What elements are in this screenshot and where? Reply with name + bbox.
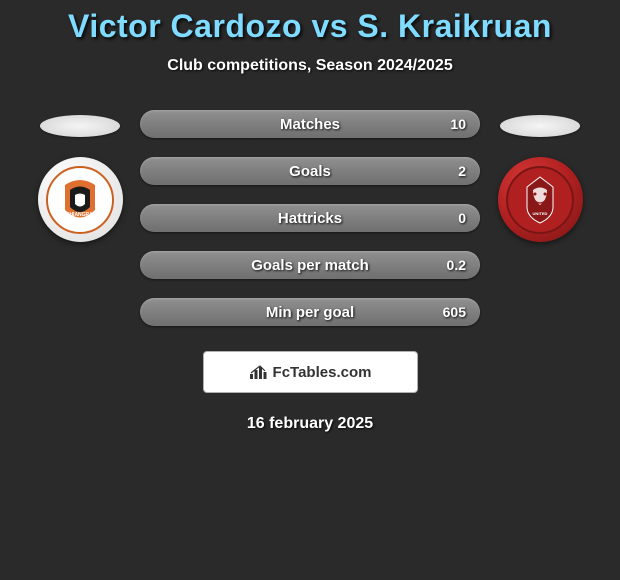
subtitle: Club competitions, Season 2024/2025 [0, 57, 620, 75]
stat-right-value: 605 [443, 304, 466, 320]
stat-right-value: 2 [458, 163, 466, 179]
chiangrai-crest-icon: CHIANGRAI [45, 165, 115, 235]
comparison-infographic: Victor Cardozo vs S. Kraikruan Club comp… [0, 0, 620, 433]
svg-text:CHIANGRAI: CHIANGRAI [66, 212, 95, 218]
left-name-plate [40, 115, 120, 137]
stat-right-value: 0.2 [447, 257, 466, 273]
stat-label: Matches [280, 116, 340, 133]
chart-icon [249, 364, 269, 380]
stat-label: Hattricks [278, 210, 342, 227]
stat-right-value: 10 [450, 116, 466, 132]
left-team-crest: CHIANGRAI [38, 157, 123, 242]
stat-bar-goals-per-match: Goals per match 0.2 [140, 251, 480, 279]
page-title: Victor Cardozo vs S. Kraikruan [0, 8, 620, 45]
svg-text:UNITED: UNITED [533, 211, 548, 216]
right-team-crest: UNITED [498, 157, 583, 242]
brand-label: FcTables.com [273, 364, 372, 381]
right-name-plate [500, 115, 580, 137]
stat-right-value: 0 [458, 210, 466, 226]
stat-bar-matches: Matches 10 [140, 110, 480, 138]
brand-box: FcTables.com [203, 351, 418, 393]
muangthong-crest-icon: UNITED [505, 165, 575, 235]
stat-bar-hattricks: Hattricks 0 [140, 204, 480, 232]
stat-bar-goals: Goals 2 [140, 157, 480, 185]
stat-label: Goals [289, 163, 331, 180]
stat-label: Goals per match [251, 257, 369, 274]
stat-bar-min-per-goal: Min per goal 605 [140, 298, 480, 326]
left-player-col: CHIANGRAI [30, 110, 130, 242]
date-line: 16 february 2025 [0, 415, 620, 433]
main-row: CHIANGRAI Matches 10 Goals 2 Hattricks 0 [0, 110, 620, 326]
right-player-col: UNITED [490, 110, 590, 242]
stat-label: Min per goal [266, 304, 354, 321]
stats-column: Matches 10 Goals 2 Hattricks 0 Goals per… [140, 110, 480, 326]
